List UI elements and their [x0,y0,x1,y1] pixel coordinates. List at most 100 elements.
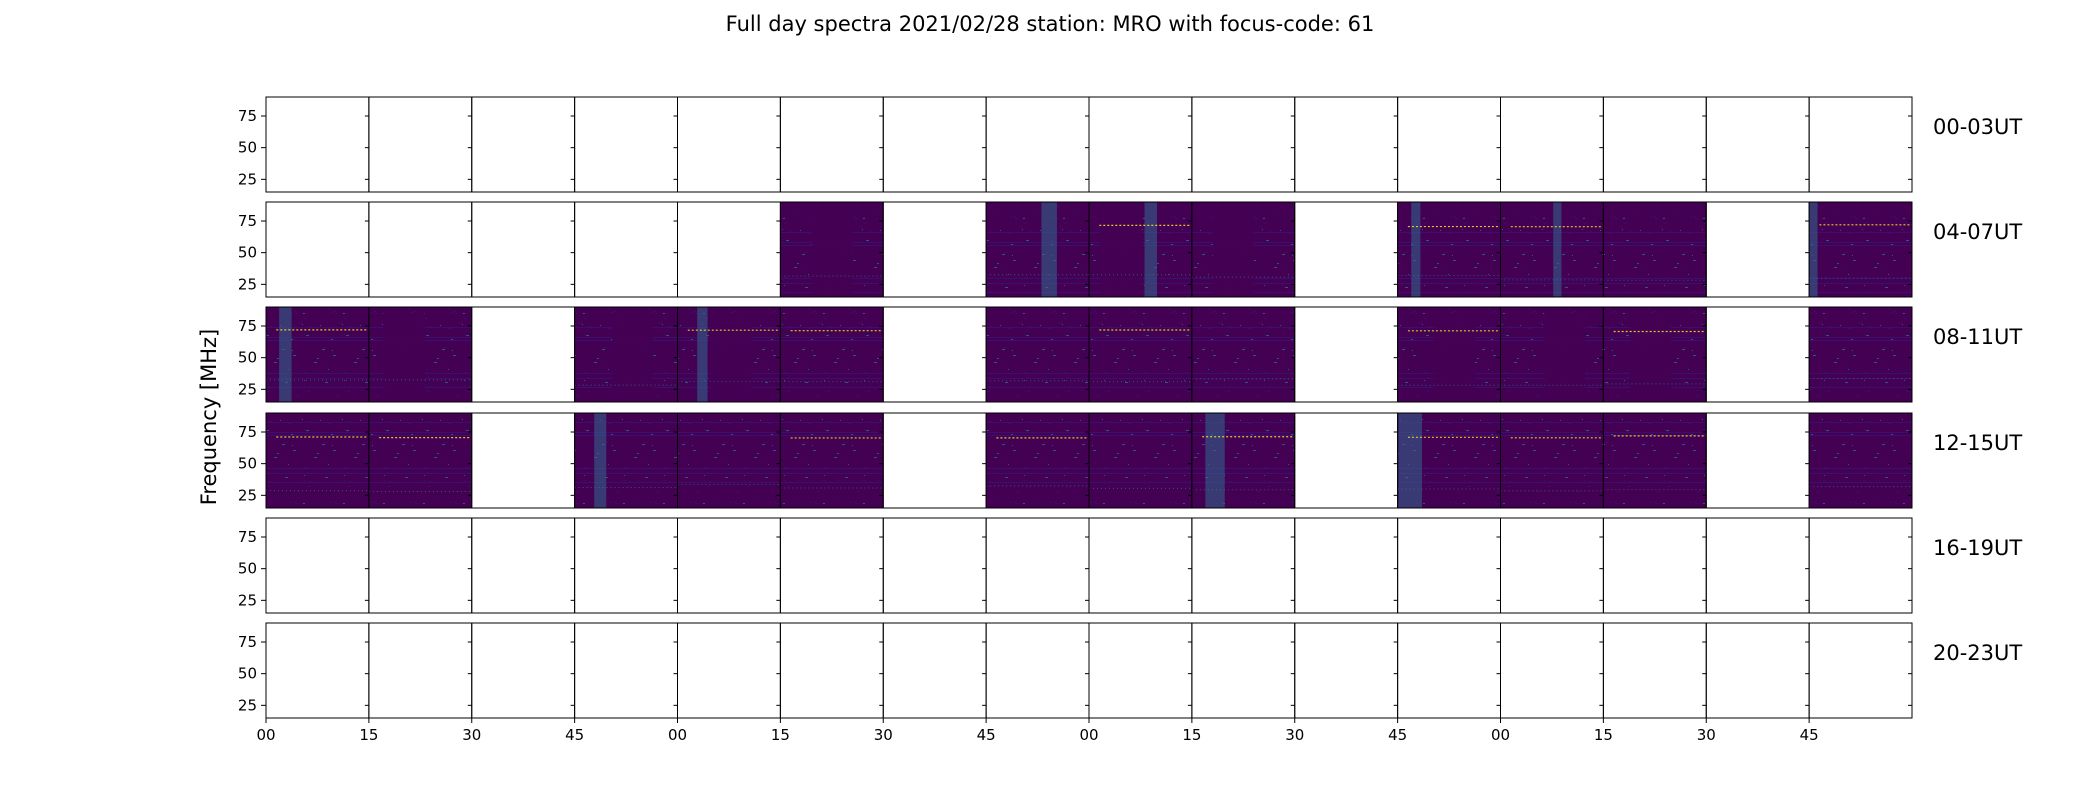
spectrum-panel [368,307,472,402]
panel-frame [1705,412,1810,509]
spectrum-panel [368,413,472,508]
panel-frame [471,306,576,403]
y-tick-label: 75 [238,317,257,335]
x-tick-label: 00 [256,726,275,744]
panel-frame [1602,96,1707,193]
panel-frame [1602,622,1707,719]
panel-frame [1500,96,1604,193]
panel-frame [882,306,987,403]
panel-frame [368,201,473,298]
spectrum-panel [1397,202,1501,297]
x-tick-label: 45 [977,726,996,744]
spectrum-panel [1500,413,1604,508]
spectrum-panel [1603,307,1707,402]
y-axis-label: Frequency [MHz] [197,329,221,505]
spectrum-panel [1089,307,1192,402]
panel-frame [1397,622,1501,719]
panel-frame [1500,517,1604,614]
panel-frame [1191,517,1296,614]
spectra-row: 25 50 75 00-03UT [238,96,2022,193]
panel-frame [1808,622,1913,719]
panel-frame [1088,96,1193,193]
panel-frame [1808,96,1913,193]
y-tick-label: 75 [238,107,257,125]
spectrum-panel [1191,307,1295,402]
panel-frame [882,96,987,193]
spectrum-panel [1191,413,1295,508]
x-tick-label: 15 [771,726,790,744]
panel-frame [471,517,576,614]
row-label: 12-15UT [1933,431,2022,455]
panel-frame [1294,201,1399,298]
panel-frame [779,517,884,614]
spectrum-panel [1089,413,1192,508]
spectrum-panel [1500,307,1604,402]
x-tick-label: 30 [1697,726,1716,744]
y-tick-label: 50 [238,455,257,473]
y-tick-label: 75 [238,212,257,230]
spectra-row: 25 50 75 16-19UT [238,517,2022,614]
y-tick-label: 50 [238,139,257,157]
spectrum-panel [677,413,781,508]
spectrum-panel [986,413,1089,508]
spectrum-panel [574,307,678,402]
panel-frame [1705,306,1810,403]
x-tick-label: 00 [1079,726,1098,744]
panel-frame [1808,306,1913,403]
spectrum-panel [1603,413,1707,508]
y-tick-label: 25 [238,486,257,504]
spectrum-panel [1500,202,1604,297]
panel-frame [1294,517,1399,614]
spectrum-panel [677,307,781,402]
x-tick-label: 30 [1285,726,1304,744]
panel-frame [1602,517,1707,614]
row-label: 04-07UT [1933,220,2022,244]
panel-frame [1294,96,1399,193]
panel-frame [985,96,1090,193]
panel-frame [265,201,370,298]
panel-frame [1705,622,1810,719]
panel-frame [985,517,1090,614]
panel-frame [1705,201,1810,298]
panel-frame [471,622,576,719]
panel-frame [677,517,781,614]
panel-frame [1705,517,1810,614]
spectrum-panel [986,307,1089,402]
spectrum-panel [986,202,1089,297]
panel-frame [779,96,884,193]
chart-title: Full day spectra 2021/02/28 station: MRO… [726,12,1375,36]
panel-frame [1191,622,1296,719]
panel-frame [471,96,576,193]
y-tick-label: 75 [238,528,257,546]
y-tick-label: 50 [238,560,257,578]
spectra-row: 25 50 75 04-07UT [238,201,2022,298]
panel-frame [677,201,781,298]
panel-frame [1500,622,1604,719]
panel-frame [882,201,987,298]
x-tick-label: 00 [1491,726,1510,744]
x-tick-label: 45 [1800,726,1819,744]
spectrum-panel [1089,202,1192,297]
spectra-row: 25 50 75 08-11UT [238,306,2022,403]
x-tick-label: 15 [1182,726,1201,744]
panel-frame [265,96,370,193]
spectrum-panel [1191,202,1295,297]
y-tick-label: 75 [238,633,257,651]
panel-frame [1294,306,1399,403]
spectrum-panel [1809,202,1912,297]
spectrum-panel [1397,413,1501,508]
spectrum-panel [266,307,369,402]
spectrum-panel [780,413,884,508]
x-tick-label: 15 [359,726,378,744]
panel-frame [574,622,678,719]
y-tick-label: 50 [238,244,257,262]
row-label: 20-23UT [1933,641,2022,665]
panel-frame [265,622,370,719]
panel-frame [882,517,987,614]
y-tick-label: 25 [238,275,257,293]
panel-frame [574,517,678,614]
spectrum-panel [1809,413,1912,508]
x-tick-label: 45 [565,726,584,744]
